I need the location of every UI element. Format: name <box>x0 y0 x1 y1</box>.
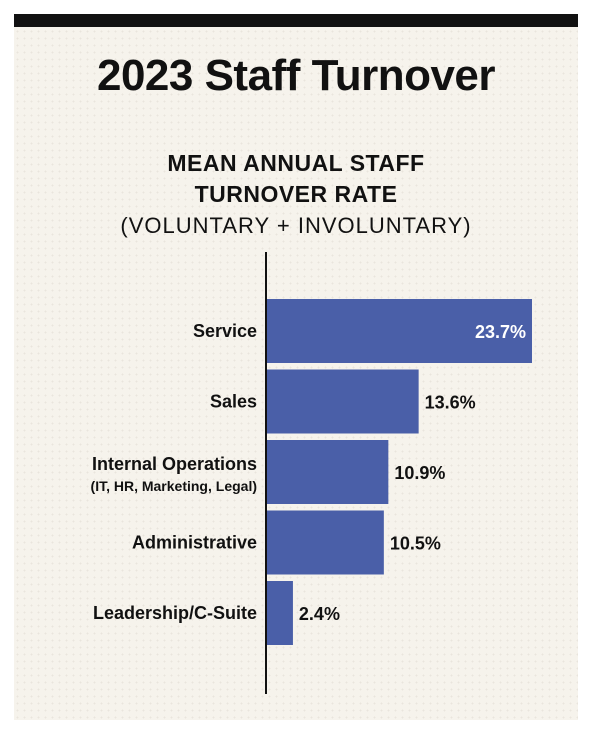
value-label-3: 10.5% <box>390 534 441 554</box>
value-label-4: 2.4% <box>299 604 340 624</box>
category-label-4: Leadership/C-Suite <box>93 603 257 623</box>
main-title: 2023 Staff Turnover <box>96 51 496 100</box>
value-label-0: 23.7% <box>475 322 526 342</box>
bar-0 <box>266 299 532 363</box>
subtitle-line-1: MEAN ANNUAL STAFF <box>167 150 425 176</box>
subtitle-line-2: TURNOVER RATE <box>194 181 398 207</box>
category-sublabel-2: (IT, HR, Marketing, Legal) <box>91 478 257 494</box>
category-label-1: Sales <box>210 392 257 412</box>
chart-card: 2023 Staff Turnover MEAN ANNUAL STAFF TU… <box>14 14 578 720</box>
subtitle-line-3: (VOLUNTARY + INVOLUNTARY) <box>120 213 472 238</box>
value-label-2: 10.9% <box>394 463 445 483</box>
bar-2 <box>266 440 389 504</box>
value-label-1: 13.6% <box>425 393 476 413</box>
category-label-2: Internal Operations <box>92 454 257 474</box>
bar-4 <box>266 581 293 645</box>
category-label-3: Administrative <box>132 533 257 553</box>
chart-subtitle: MEAN ANNUAL STAFF TURNOVER RATE (VOLUNTA… <box>14 148 578 242</box>
top-rule <box>14 14 578 27</box>
category-label-0: Service <box>193 321 257 341</box>
bar-3 <box>266 510 384 575</box>
bar-1 <box>266 369 419 434</box>
